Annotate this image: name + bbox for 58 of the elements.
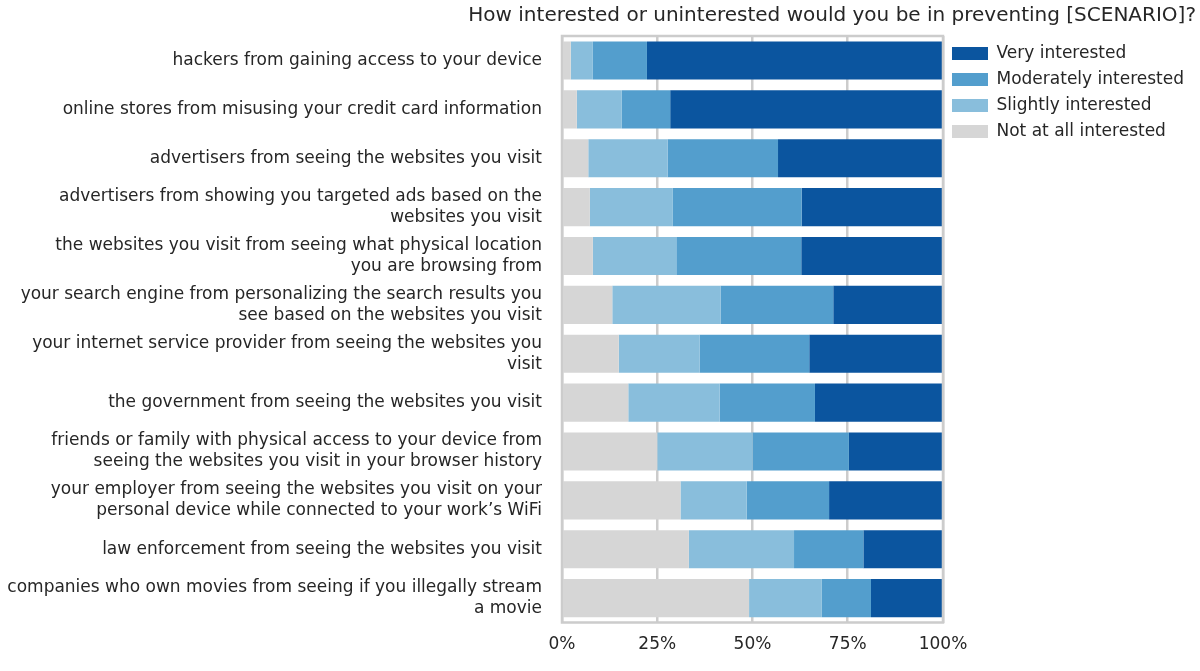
y-tick-label: your search engine from personalizing the search results you see based on the websites you visit <box>20 282 543 324</box>
y-tick-label: the websites you visit from seeing what physical location you are browsing from <box>55 233 542 275</box>
bar <box>801 236 943 276</box>
x-tick-label: 75% <box>828 633 867 654</box>
bar <box>688 530 795 569</box>
y-tick-label: law enforcement from seeing the websites you visit <box>102 537 543 558</box>
bar <box>809 334 943 373</box>
y-tick-label: advertisers from seeing the websites you visit <box>149 146 543 167</box>
chart-title: How interested or uninterested would you be in preventing [SCENARIO]? <box>468 2 1196 27</box>
y-tick-label: companies who own movies from seeing if you illegally stream a movie <box>7 576 542 618</box>
bar <box>752 432 849 471</box>
x-tick-label: 25% <box>638 633 677 654</box>
bar <box>576 90 622 129</box>
bar <box>801 188 943 227</box>
bar <box>794 530 864 569</box>
x-tick-label: 50% <box>733 633 772 654</box>
bar <box>699 334 810 373</box>
bar <box>814 383 943 422</box>
y-tick-label: your employer from seeing the websites you visit on your personal device while connected to your work’s WiFi <box>50 478 542 520</box>
bar <box>570 41 593 80</box>
y-tick-label: advertisers from showing you targeted ads based on the websites you visit <box>59 185 543 227</box>
bar <box>618 334 700 373</box>
bar <box>676 236 802 276</box>
legend-label: Slightly interested <box>996 93 1152 114</box>
bar <box>646 41 943 80</box>
bar <box>833 285 943 324</box>
legend-label: Moderately interested <box>996 67 1185 88</box>
bar <box>588 139 668 178</box>
bar <box>612 285 721 324</box>
bar <box>621 90 671 129</box>
y-tick-label: the government from seeing the websites you visit <box>108 391 543 412</box>
legend-label: Not at all interested <box>996 119 1166 140</box>
bar <box>672 188 802 227</box>
y-tick-label: hackers from gaining access to your device <box>172 48 542 69</box>
x-tick-label: 0% <box>548 633 576 654</box>
y-tick-label: online stores from misusing your credit card information <box>62 97 542 118</box>
bar <box>863 530 943 569</box>
bar <box>589 188 673 227</box>
bar <box>657 432 753 471</box>
bar <box>670 90 943 129</box>
bar <box>667 139 779 178</box>
bar <box>592 236 677 276</box>
bar <box>821 579 871 618</box>
x-tick-label: 100% <box>918 633 968 654</box>
bar <box>719 383 815 422</box>
bar <box>749 579 822 618</box>
y-tick-label: your internet service provider from seeing the websites you visit <box>32 331 543 373</box>
bar <box>592 41 647 80</box>
bar <box>848 432 943 471</box>
bar <box>870 579 943 618</box>
bar <box>829 481 943 520</box>
bar <box>746 481 830 520</box>
y-tick-label: friends or family with physical access to your device from seeing the websites you visit in your browser history <box>51 429 542 471</box>
bar <box>720 285 834 324</box>
bar <box>778 139 943 178</box>
bar <box>628 383 720 422</box>
bar <box>680 481 747 520</box>
legend-label: Very interested <box>996 41 1127 62</box>
